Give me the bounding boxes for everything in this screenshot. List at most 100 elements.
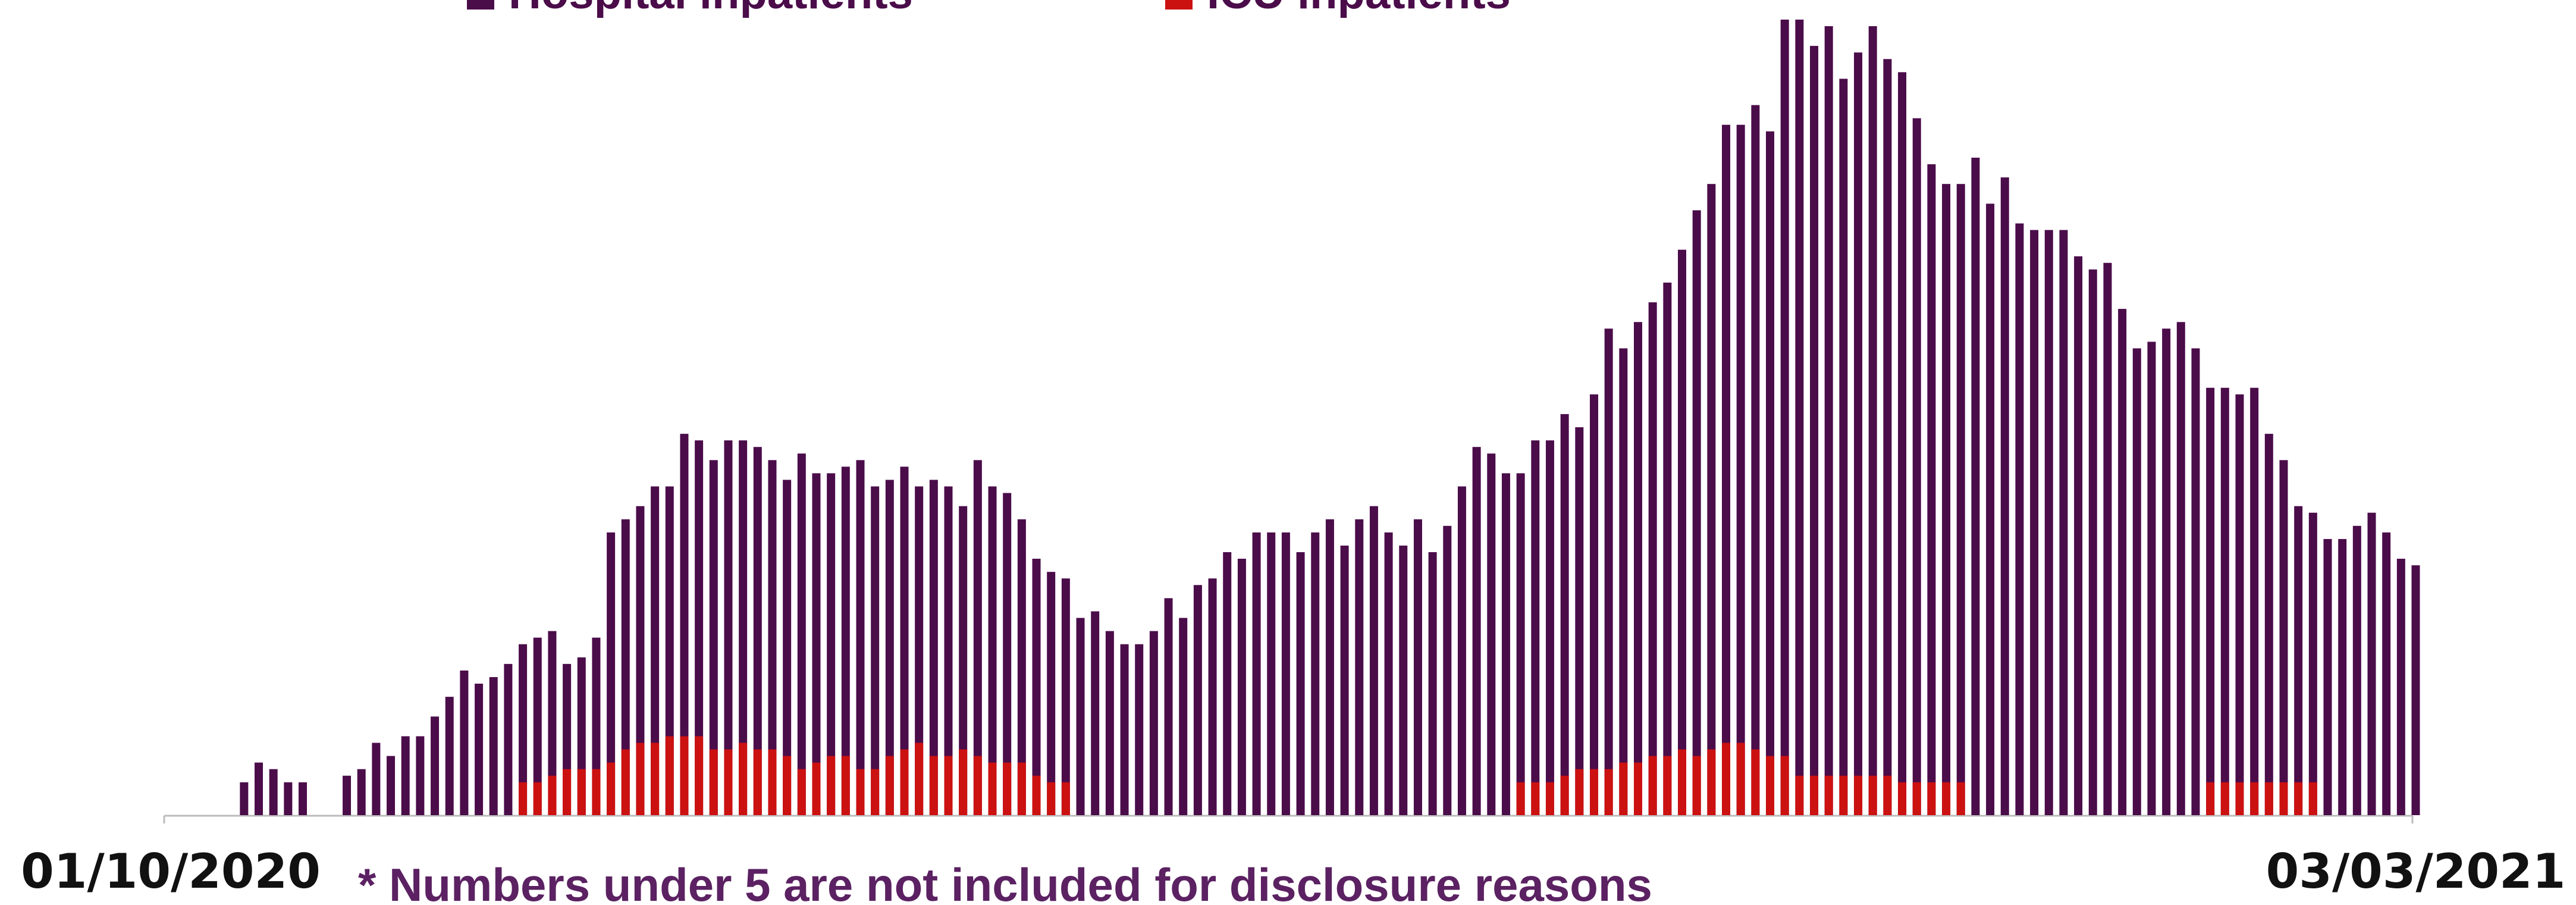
bar — [856, 769, 865, 815]
bar — [1208, 578, 1217, 815]
bar — [724, 440, 733, 815]
bar — [2000, 177, 2009, 815]
bar — [1589, 394, 1598, 815]
bar — [1707, 184, 1716, 816]
bar — [1942, 782, 1951, 815]
bar — [401, 736, 410, 815]
bar — [1898, 782, 1907, 815]
bar — [885, 480, 894, 815]
bar — [2132, 348, 2141, 815]
bar — [973, 460, 982, 815]
bar — [1252, 532, 1261, 815]
bar — [372, 743, 381, 815]
bar — [988, 762, 997, 815]
bar — [2074, 256, 2083, 815]
bar — [2235, 394, 2244, 815]
bar — [1399, 545, 1408, 815]
bar — [841, 756, 850, 815]
bar — [2294, 506, 2303, 815]
bar — [1047, 572, 1056, 815]
bar — [2206, 387, 2215, 815]
bar — [2015, 223, 2024, 815]
bar — [768, 460, 777, 815]
bar — [797, 453, 806, 815]
bar — [900, 466, 909, 815]
bar — [1223, 552, 1232, 815]
bar — [1692, 210, 1701, 815]
bar — [2162, 328, 2171, 815]
bar — [1971, 158, 1980, 815]
bar — [915, 486, 924, 815]
bar — [1927, 782, 1936, 815]
bar — [1751, 105, 1760, 816]
bar — [1927, 164, 1936, 815]
bar — [2103, 262, 2112, 815]
bar — [1766, 756, 1775, 815]
bar — [519, 782, 528, 815]
bar — [2352, 525, 2361, 815]
bar — [2220, 387, 2229, 815]
bar — [1091, 611, 1100, 815]
bar — [563, 769, 572, 815]
bar — [489, 677, 498, 815]
bar — [1149, 631, 1158, 815]
bar — [621, 519, 630, 815]
bar — [1986, 203, 1995, 816]
bar — [533, 782, 542, 815]
bar — [2294, 782, 2303, 815]
bar — [1575, 769, 1584, 815]
bar — [2059, 230, 2068, 815]
bar — [2235, 782, 2244, 815]
bar — [739, 743, 748, 815]
bar — [548, 631, 557, 815]
bar — [871, 486, 880, 815]
bar — [1296, 552, 1305, 815]
bar — [900, 749, 909, 815]
bar — [2367, 512, 2376, 815]
bar — [592, 769, 601, 815]
bar — [1340, 545, 1349, 815]
bar — [255, 762, 263, 815]
bar — [1545, 782, 1554, 815]
bar — [2382, 532, 2391, 815]
bar — [1634, 762, 1642, 815]
bar — [2206, 782, 2215, 815]
bar — [1032, 559, 1041, 815]
bar — [1883, 59, 1892, 815]
bar — [2308, 782, 2317, 815]
bar — [475, 684, 484, 815]
bar — [1868, 26, 1877, 815]
bar — [1912, 118, 1921, 816]
bar — [431, 716, 440, 815]
bar — [636, 506, 645, 815]
bar — [1560, 775, 1569, 815]
bar — [695, 736, 704, 815]
bar — [1003, 493, 1012, 815]
bar — [621, 749, 630, 815]
bar — [357, 769, 366, 815]
bar — [1501, 473, 1510, 815]
bar — [1032, 775, 1041, 815]
bar — [1707, 749, 1716, 815]
bar — [299, 782, 308, 815]
bar — [1061, 578, 1070, 815]
bar — [783, 756, 792, 815]
bar — [2030, 230, 2039, 815]
bar — [2308, 512, 2317, 815]
footnote: * Numbers under 5 are not included for d… — [358, 859, 1652, 905]
bar — [416, 736, 425, 815]
bar — [548, 775, 557, 815]
bar — [504, 663, 513, 815]
bar — [2411, 565, 2420, 815]
bar — [1751, 749, 1760, 815]
bar — [2250, 387, 2259, 815]
bar — [1839, 79, 1848, 815]
bar — [1267, 532, 1276, 815]
bar — [1516, 473, 1525, 815]
bar — [2323, 538, 2332, 815]
bar — [1898, 72, 1907, 816]
bar — [841, 466, 850, 815]
bar — [665, 486, 674, 815]
bar — [1854, 775, 1863, 815]
